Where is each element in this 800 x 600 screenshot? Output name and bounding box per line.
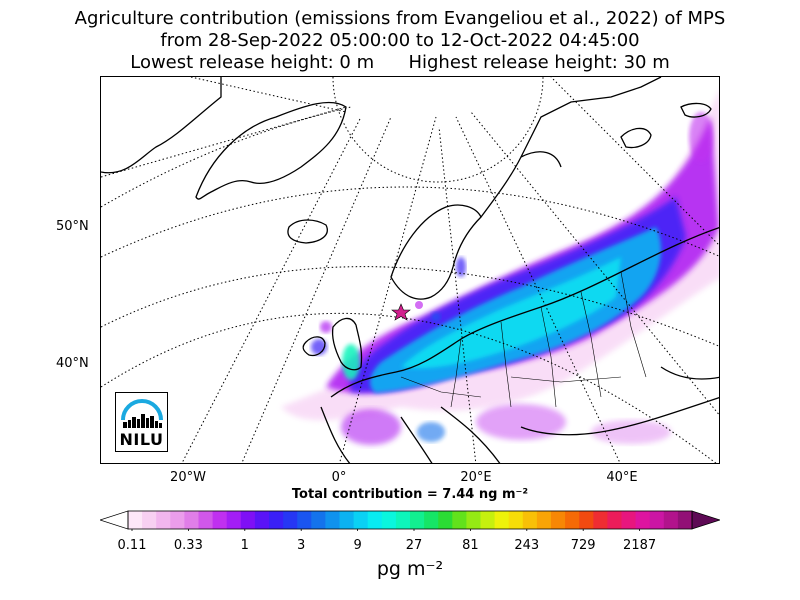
nilu-logo-graphic <box>121 399 163 428</box>
total-contribution-label: Total contribution = 7.44 ng m⁻² <box>291 487 529 502</box>
colorbar-tick-label: 9 <box>353 538 362 553</box>
colorbar-cell <box>283 511 298 529</box>
colorbar-cell <box>198 511 213 529</box>
lon-label-0: 0° <box>331 470 347 485</box>
colorbar-cell <box>508 511 524 529</box>
concentration-plume <box>281 91 719 445</box>
map-canvas <box>101 77 719 463</box>
lat-label-50n: 50°N <box>56 219 89 234</box>
colorbar-high-extension <box>691 510 720 530</box>
colorbar-cell <box>593 511 608 529</box>
colorbar <box>100 510 720 531</box>
colorbar-cell <box>254 511 270 529</box>
lon-label-40e: 40°E <box>606 470 638 485</box>
colorbar-unit: pg m⁻² <box>376 558 444 580</box>
colorbar-cell <box>367 511 383 529</box>
country-borders <box>400 271 647 408</box>
colorbar-tick-label: 0.11 <box>117 538 147 553</box>
colorbar-tick-label: 1 <box>240 538 249 553</box>
colorbar-cell <box>240 511 256 529</box>
colorbar-cell <box>480 511 495 529</box>
colorbar-cell <box>452 511 467 529</box>
colorbar-cell <box>663 511 679 529</box>
colorbar-cell <box>311 511 326 529</box>
colorbar-tick-label: 2187 <box>623 538 657 553</box>
colorbar-cell <box>170 511 185 529</box>
colorbar-cell <box>466 511 481 529</box>
colorbar-cell <box>156 511 171 529</box>
colorbar-tick-label: 0.33 <box>173 538 203 553</box>
colorbar-cell <box>621 511 636 529</box>
lat-label-40n: 40°N <box>56 356 89 371</box>
colorbar-cell <box>551 511 566 529</box>
coastlines <box>101 77 719 463</box>
colorbar-cell <box>522 511 538 529</box>
colorbar-tick-label: 729 <box>570 538 596 553</box>
colorbar-tick-label: 27 <box>405 538 423 553</box>
colorbar-cell <box>325 511 340 529</box>
colorbar-cell <box>339 511 354 529</box>
colorbar-low-extension <box>100 510 129 530</box>
colorbar-cell <box>226 511 242 529</box>
nilu-logo-text: NILU <box>119 430 164 449</box>
colorbar-cell <box>410 511 425 529</box>
figure-title-line-2: from 28-Sep-2022 05:00:00 to 12-Oct-2022… <box>160 30 640 51</box>
colorbar-cell <box>395 511 411 529</box>
colorbar-cell <box>269 511 284 529</box>
colorbar-cell <box>142 511 157 529</box>
colorbar-cell <box>565 511 580 529</box>
colorbar-cell <box>438 511 453 529</box>
map-panel <box>100 76 720 464</box>
lon-label-20e: 20°E <box>460 470 492 485</box>
figure-title-line-3: Lowest release height: 0 m Highest relea… <box>130 52 670 73</box>
star-icon <box>391 303 411 321</box>
colorbar-cell <box>353 511 369 529</box>
colorbar-cell <box>381 511 397 529</box>
colorbar-cell <box>579 511 594 529</box>
nilu-logo: NILU <box>115 392 168 452</box>
colorbar-cell <box>184 511 199 529</box>
colorbar-cell <box>297 511 312 529</box>
figure-title-line-1: Agriculture contribution (emissions from… <box>74 8 726 29</box>
colorbar-tick-label: 81 <box>462 538 479 553</box>
colorbar-cell <box>649 511 665 529</box>
colorbar-cell <box>424 511 439 529</box>
colorbar-cell <box>677 511 693 529</box>
colorbar-cell <box>128 511 143 529</box>
colorbar-cell <box>536 511 552 529</box>
colorbar-cell <box>635 511 651 529</box>
colorbar-cell <box>494 511 510 529</box>
graticule <box>101 77 719 463</box>
colorbar-cell <box>212 511 228 529</box>
colorbar-tick-label: 243 <box>514 538 540 553</box>
colorbar-tick-label: 3 <box>297 538 306 553</box>
colorbar-frame <box>127 510 693 530</box>
lon-label-20w: 20°W <box>170 470 206 485</box>
colorbar-cell <box>607 511 622 529</box>
